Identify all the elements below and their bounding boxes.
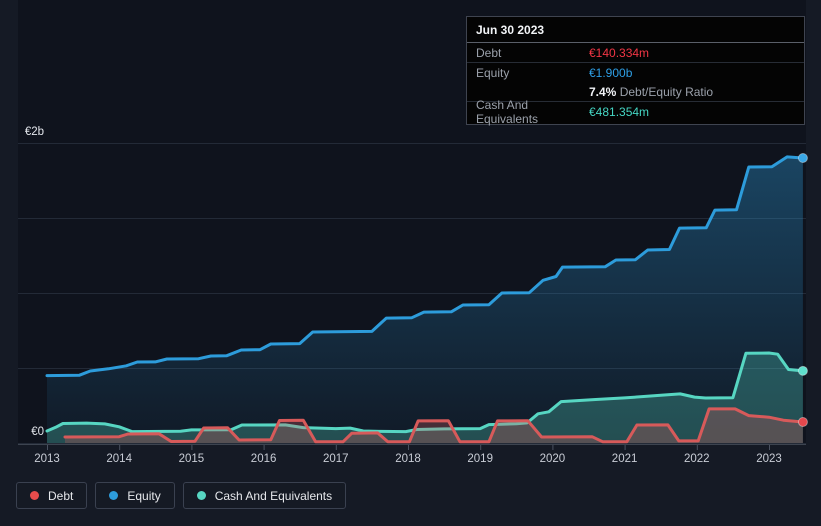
tooltip-debt-label: Debt <box>476 45 502 60</box>
y-axis-label: €2b <box>25 126 44 138</box>
tooltip-row-cash: Cash And Equivalents €481.354m <box>467 98 804 126</box>
equity-end-marker[interactable] <box>797 153 808 163</box>
legend-item-label: Equity <box>127 488 161 503</box>
tooltip-equity-value: €1.900b <box>589 65 633 80</box>
legend-item-equity[interactable]: Equity <box>95 482 175 509</box>
debt-line <box>63 407 805 444</box>
cash-end-marker[interactable] <box>797 365 808 376</box>
tooltip-row-debt: Debt €140.334m <box>467 43 804 63</box>
tooltip-cash-value: €481.354m <box>589 104 650 119</box>
x-axis-year-label: 2020 <box>540 453 566 465</box>
equity-line <box>45 155 805 378</box>
tooltip-row-equity: Equity €1.900b <box>467 63 804 82</box>
tooltip-date: Jun 30 2023 <box>467 17 804 43</box>
y-axis-label: €0 <box>31 426 44 438</box>
cash-area <box>47 353 803 443</box>
debt-area <box>65 408 803 443</box>
cash-legend-dot-icon <box>196 491 206 500</box>
cash-line <box>45 351 805 434</box>
x-axis-year-label: 2014 <box>106 453 132 465</box>
debt-legend-dot-icon <box>30 491 39 500</box>
tooltip-ratio-value: 7.4% <box>589 84 617 99</box>
debt-end-marker[interactable] <box>797 417 808 427</box>
x-axis-year-label: 2015 <box>179 453 205 465</box>
legend-item-cash[interactable]: Cash And Equivalents <box>182 482 347 509</box>
x-axis-year-label: 2018 <box>395 453 421 465</box>
tooltip-ratio-label: Debt/Equity Ratio <box>619 84 714 99</box>
tooltip-equity-label: Equity <box>476 65 510 80</box>
x-axis-year-label: 2017 <box>323 453 349 465</box>
legend: Debt Equity Cash And Equivalents <box>16 482 347 509</box>
x-axis-year-label: 2022 <box>684 453 710 465</box>
x-axis-year-label: 2021 <box>612 453 638 465</box>
x-axis-year-label: 2019 <box>467 453 493 465</box>
equity-legend-dot-icon <box>109 491 119 500</box>
tooltip-panel: Jun 30 2023 Debt €140.334m Equity €1.900… <box>466 16 805 126</box>
tooltip-row-ratio: 7.4% Debt/Equity Ratio <box>467 82 804 102</box>
legend-item-label: Cash And Equivalents <box>214 488 333 503</box>
equity-area <box>47 156 803 443</box>
x-axis-year-label: 2023 <box>756 453 782 465</box>
x-axis-year-label: 2016 <box>251 453 277 465</box>
legend-item-label: Debt <box>48 488 74 503</box>
tooltip-cash-label: Cash And Equivalents <box>476 97 539 126</box>
legend-item-debt[interactable]: Debt <box>16 482 88 509</box>
x-axis-year-label: 2013 <box>34 453 60 465</box>
tooltip-debt-value: €140.334m <box>589 45 650 60</box>
